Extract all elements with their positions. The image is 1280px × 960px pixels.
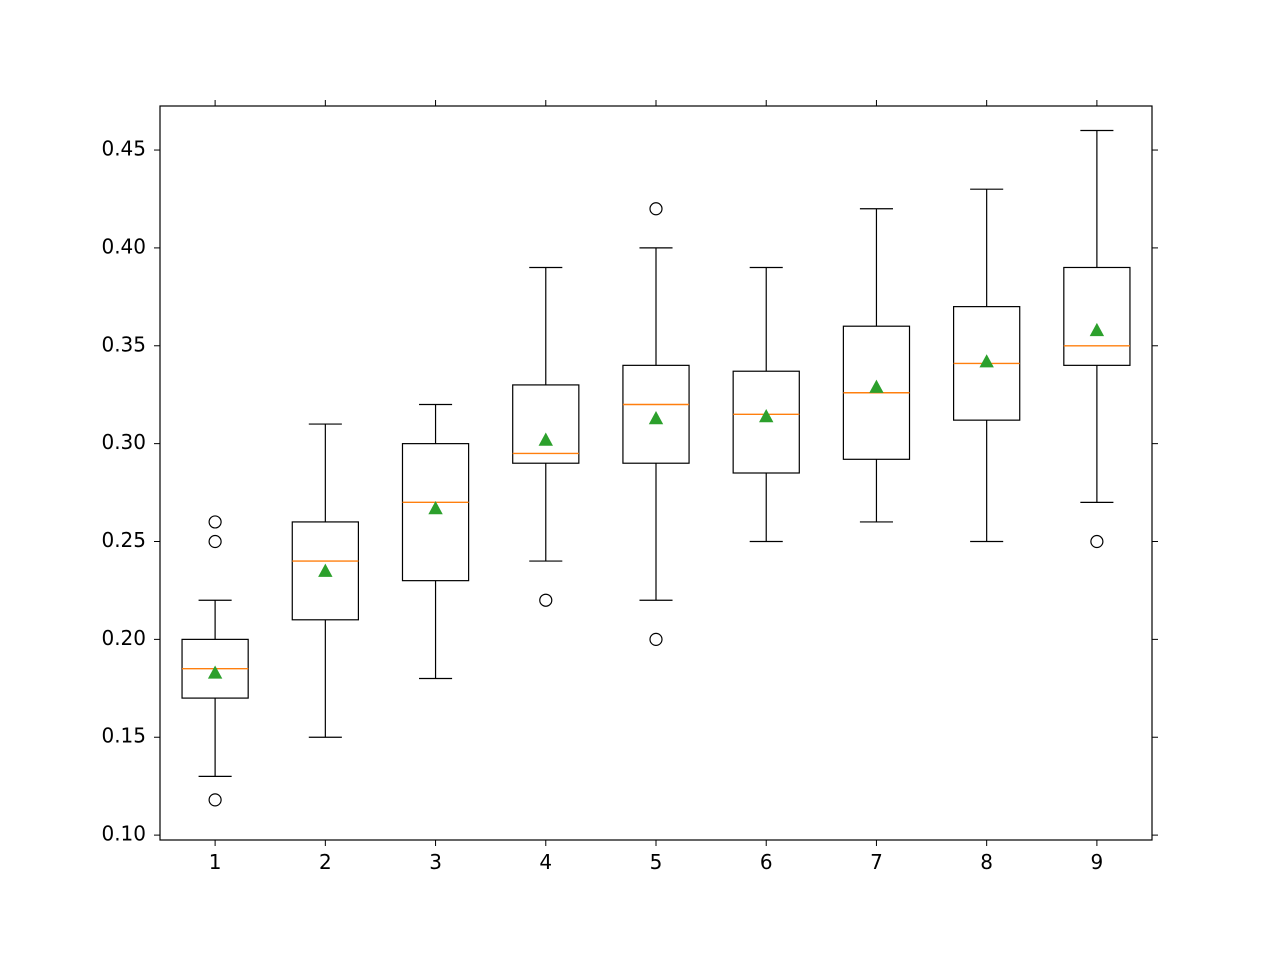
box-rect bbox=[513, 385, 579, 463]
x-tick-label: 2 bbox=[319, 850, 332, 874]
y-tick-label: 0.25 bbox=[101, 528, 146, 552]
y-tick-label: 0.35 bbox=[101, 332, 146, 356]
x-tick-label: 3 bbox=[429, 850, 442, 874]
chart-container: 0.10 0.15 0.20 0.25 0.30 0.35 0.40 0.45 1 2 3 4 5 6 7 8… bbox=[0, 0, 1280, 960]
x-tick-label: 8 bbox=[980, 850, 993, 874]
y-tick-label: 0.30 bbox=[101, 430, 146, 454]
x-tick-label: 1 bbox=[209, 850, 222, 874]
x-tick-label: 6 bbox=[760, 850, 773, 874]
y-tick-label: 0.20 bbox=[101, 626, 146, 650]
x-tick-label: 7 bbox=[870, 850, 883, 874]
x-tick-label: 5 bbox=[650, 850, 663, 874]
y-tick-label: 0.45 bbox=[101, 137, 146, 161]
x-tick-label: 4 bbox=[539, 850, 552, 874]
x-tick-label: 9 bbox=[1091, 850, 1104, 874]
box-rect bbox=[1064, 267, 1130, 365]
y-tick-label: 0.40 bbox=[101, 234, 146, 258]
boxplot-chart: 0.10 0.15 0.20 0.25 0.30 0.35 0.40 0.45 1 2 3 4 5 6 7 8… bbox=[0, 0, 1280, 960]
y-tick-label: 0.10 bbox=[101, 822, 146, 846]
y-tick-label: 0.15 bbox=[101, 724, 146, 748]
